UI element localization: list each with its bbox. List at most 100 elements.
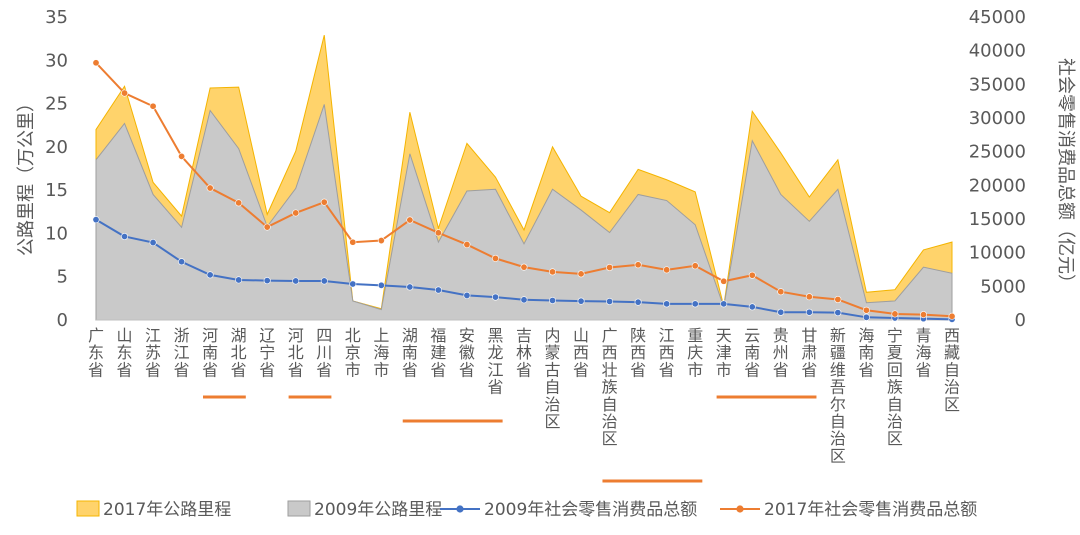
data-point-2017-retail [434,229,442,237]
y-right-tick-label: 30000 [969,108,1026,129]
data-point-2017-retail [777,288,785,296]
y-left-tick-label: 35 [45,7,68,28]
x-tick-label: 四川省 [316,326,332,379]
data-point-2017-retail [520,263,528,271]
x-tick-label: 海南省 [858,326,874,379]
y-right-tick-label: 25000 [969,142,1026,163]
x-tick-label: 浙江省 [174,326,190,379]
data-point-2009-retail [520,296,528,304]
data-point-2009-retail [292,277,300,285]
x-tick-label: 贵州省 [773,326,789,379]
x-tick-label: 天津市 [716,326,732,379]
y-right-tick-label: 20000 [969,175,1026,196]
y-right-tick-label: 10000 [969,243,1026,264]
data-point-2017-retail [891,310,899,318]
data-point-2017-retail [121,89,129,97]
data-point-2017-retail [178,152,186,160]
x-tick-label: 重庆市 [687,326,703,379]
x-tick-label: 江苏省 [145,326,161,379]
y-left-tick-label: 15 [45,180,68,201]
data-point-2017-retail [805,293,813,301]
data-point-2017-retail [263,223,271,231]
data-point-2017-retail [748,271,756,279]
y-right-axis-title: 社会零售消费品总额（亿元） [1055,58,1076,292]
x-tick-label: 湖南省 [402,326,418,379]
data-point-2009-retail [805,308,813,316]
data-point-2017-retail [406,216,414,224]
data-point-2017-retail [149,102,157,110]
legend-label-2017-road: 2017年公路里程 [103,500,231,520]
x-tick-label: 吉林省 [516,326,532,379]
x-tick-label: 上海市 [373,326,389,379]
legend-marker-2009-retail [456,505,464,513]
y-left-tick-label: 30 [45,50,68,71]
x-tick-label: 安徽省 [459,326,475,379]
data-point-2009-retail [235,276,243,284]
x-tick-label: 黑龙江省 [487,326,503,397]
data-point-2009-retail [549,296,557,304]
data-point-2017-retail [691,262,699,270]
x-tick-label: 辽宁省 [259,326,275,379]
data-point-2017-retail [292,209,300,217]
x-tick-label: 湖北省 [231,326,247,379]
y-right-tick-label: 15000 [969,209,1026,230]
data-point-2017-retail [663,266,671,274]
x-tick-label: 广西壮族自治区 [602,326,618,448]
data-point-2009-retail [862,313,870,321]
data-point-2017-retail [377,237,385,245]
data-point-2017-retail [862,306,870,314]
data-point-2009-retail [720,300,728,308]
data-point-2017-retail [634,261,642,269]
legend-swatch-2009-road [287,500,311,517]
data-point-2017-retail [606,263,614,271]
data-point-2009-retail [748,303,756,311]
y-left-tick-label: 0 [57,310,68,331]
x-tick-label: 宁夏回族自治区 [887,326,903,448]
y-right-tick-label: 35000 [969,74,1026,95]
y-right-tick-label: 5000 [980,276,1026,297]
y-left-axis-title: 公路里程（万公里） [16,94,37,256]
x-tick-label: 新疆维吾尔自治区 [830,326,846,465]
y-right-tick-label: 40000 [969,41,1026,62]
x-tick-label: 青海省 [915,326,931,379]
x-tick-label: 陕西省 [630,326,646,379]
x-tick-label: 西藏自治区 [944,326,960,414]
data-point-2009-retail [834,309,842,317]
legend-label-2009-road: 2009年公路里程 [314,500,442,520]
data-point-2009-retail [491,293,499,301]
data-point-2009-retail [178,258,186,266]
data-point-2009-retail [349,280,357,288]
data-point-2017-retail [549,268,557,276]
data-point-2017-retail [349,238,357,246]
x-tick-label: 山西省 [573,326,589,379]
data-point-2009-retail [149,239,157,247]
data-point-2017-retail [235,199,243,207]
legend-label-2017-retail: 2017年社会零售消费品总额 [764,500,977,520]
x-tick-label: 河南省 [202,326,218,379]
data-point-2009-retail [377,281,385,289]
data-point-2017-retail [206,184,214,192]
y-left-tick-label: 5 [57,267,68,288]
data-point-2017-retail [491,254,499,262]
y-left-tick-label: 20 [45,137,68,158]
data-point-2009-retail [691,300,699,308]
x-tick-label: 福建省 [430,326,446,379]
legend-marker-2017-retail [736,505,744,513]
data-point-2009-retail [663,300,671,308]
x-tick-label: 北京市 [345,326,361,379]
data-point-2009-retail [92,216,100,224]
data-point-2017-retail [834,295,842,303]
data-point-2009-retail [634,298,642,306]
x-tick-label: 云南省 [744,326,760,379]
legend-swatch-2017-road [76,500,100,517]
data-point-2009-retail [263,277,271,285]
x-tick-label: 甘肃省 [801,326,817,379]
data-point-2017-retail [720,277,728,285]
data-point-2017-retail [948,312,956,320]
x-tick-label: 广东省 [88,326,104,379]
data-point-2009-retail [406,283,414,291]
x-tick-label: 山东省 [117,326,133,379]
data-point-2017-retail [919,311,927,319]
y-left-tick-label: 10 [45,223,68,244]
